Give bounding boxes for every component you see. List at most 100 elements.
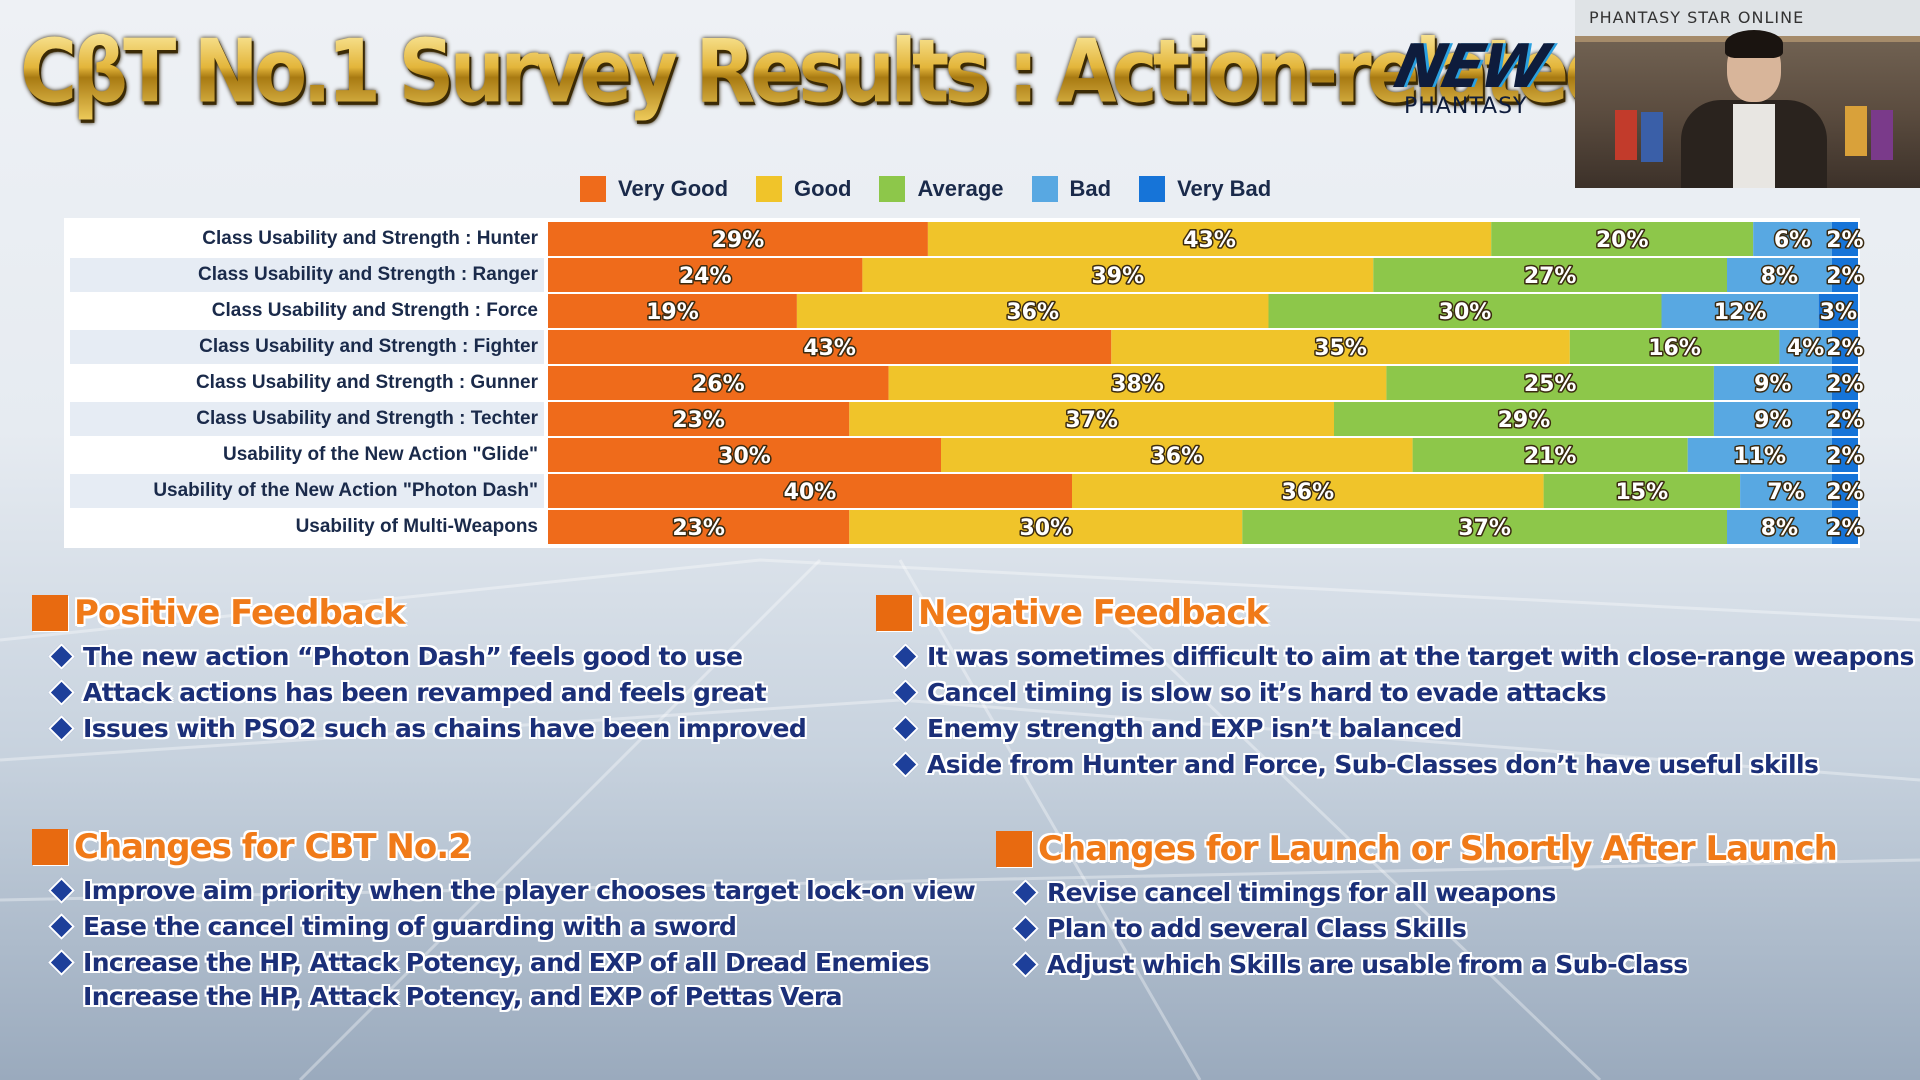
list-item: Ease the cancel timing of guarding with …: [32, 908, 992, 944]
data-label: 30%: [1019, 516, 1072, 541]
diamond-bullet-icon: [48, 642, 75, 670]
bar-segment: [1831, 258, 1858, 292]
data-label: 30%: [718, 444, 771, 469]
orange-square-icon: [32, 595, 68, 631]
legend-swatch: [1031, 176, 1058, 202]
list-item: The new action “Photon Dash” feels good …: [32, 638, 852, 674]
bar-segment: [1072, 474, 1544, 508]
bar-segment: [548, 258, 863, 292]
row-label-background: [70, 330, 544, 364]
data-label: 20%: [1596, 228, 1649, 253]
row-label-background: [70, 402, 544, 436]
diamond-bullet-icon: [892, 750, 919, 778]
bar-segment: [1661, 294, 1819, 328]
page-title: CβT No.1 Survey Results : Action-related: [20, 22, 1620, 123]
bar-segment: [548, 330, 1112, 364]
bar-segment: [1831, 402, 1858, 436]
bullet-text: Improve aim priority when the player cho…: [83, 875, 976, 905]
legend-label: Bad: [1069, 176, 1112, 201]
bar-segment: [1727, 258, 1832, 292]
bar-segment: [1268, 294, 1662, 328]
bar-segment: [1831, 438, 1858, 472]
bar-segment: [1818, 294, 1858, 328]
bar-segment: [548, 474, 1072, 508]
legend-swatch: [1139, 176, 1166, 202]
data-label: 3%: [1820, 300, 1857, 325]
list-item: Issues with PSO2 such as chains have bee…: [32, 710, 852, 746]
data-label: 12%: [1714, 300, 1767, 325]
section-title: Changes for Launch or Shortly After Laun…: [1038, 829, 1838, 869]
diamond-bullet-icon: [1012, 950, 1039, 978]
data-label: 38%: [1111, 372, 1164, 397]
bullet-text: Ease the cancel timing of guarding with …: [83, 911, 737, 941]
section-title: Negative Feedback: [918, 593, 1268, 633]
bullet-text: It was sometimes difficult to aim at the…: [927, 641, 1914, 671]
bullet-text: Revise cancel timings for all weapons: [1047, 877, 1556, 907]
list-item: Plan to add several Class Skills: [996, 910, 1916, 946]
list-item: It was sometimes difficult to aim at the…: [876, 638, 1916, 674]
data-label: 36%: [1150, 444, 1203, 469]
diamond-bullet-icon: [1012, 878, 1039, 906]
bar-segment: [1713, 402, 1832, 436]
bullet-text: Cancel timing is slow so it’s hard to ev…: [927, 677, 1607, 707]
bar-segment: [1753, 222, 1832, 256]
bar-segment: [1386, 366, 1714, 400]
positive-feedback-section: Positive Feedback The new action “Photon…: [32, 592, 852, 746]
bar-segment: [548, 294, 797, 328]
bar-segment: [1740, 474, 1832, 508]
row-label-background: [70, 474, 544, 508]
data-label: 16%: [1648, 336, 1701, 361]
bar-segment: [1779, 330, 1832, 364]
bar-segment: [1412, 438, 1688, 472]
negative-feedback-section: Negative Feedback It was sometimes diffi…: [876, 592, 1916, 782]
legend-item-very-good: Very Good: [580, 176, 728, 202]
diamond-bullet-icon: [48, 876, 75, 904]
bar-segment: [1334, 402, 1714, 436]
legend-item-very-bad: Very Bad: [1139, 176, 1271, 202]
bullet-list: It was sometimes difficult to aim at the…: [876, 638, 1916, 782]
list-item: Attack actions has been revamped and fee…: [32, 674, 852, 710]
section-header: Negative Feedback: [876, 592, 1916, 634]
legend-label: Average: [917, 176, 1004, 201]
section-header: Changes for CBT No.2: [32, 826, 992, 868]
bar-segment: [1831, 474, 1858, 508]
data-label: 26%: [692, 372, 745, 397]
data-label: 37%: [1458, 516, 1511, 541]
data-label: 2%: [1826, 408, 1863, 433]
data-label: 2%: [1826, 336, 1863, 361]
row-label-background: [70, 258, 544, 292]
data-label: 15%: [1616, 480, 1669, 505]
legend-label: Very Bad: [1177, 176, 1272, 201]
data-label: 27%: [1524, 264, 1577, 289]
data-label: 36%: [1281, 480, 1334, 505]
category-label: Class Usability and Strength : Force: [211, 300, 538, 321]
category-label: Class Usability and Strength : Ranger: [198, 264, 538, 285]
bullet-text: Aside from Hunter and Force, Sub-Classes…: [927, 749, 1819, 779]
bar-segment: [1111, 330, 1570, 364]
bar-segment: [1242, 510, 1727, 544]
legend-item-good: Good: [756, 176, 851, 202]
data-label: 19%: [646, 300, 699, 325]
shelf-book: [1641, 112, 1663, 162]
data-label: 8%: [1761, 516, 1798, 541]
list-item: Aside from Hunter and Force, Sub-Classes…: [876, 746, 1916, 782]
bar-segment: [1713, 366, 1832, 400]
diamond-bullet-icon: [892, 642, 919, 670]
presenter-webcam: PHANTASY STAR ONLINE: [1575, 0, 1920, 188]
bar-segment: [1569, 330, 1780, 364]
bar-segment: [888, 366, 1387, 400]
data-label: 35%: [1314, 336, 1367, 361]
list-item: Increase the HP, Attack Potency, and EXP…: [32, 944, 992, 980]
launch-changes-section: Changes for Launch or Shortly After Laun…: [996, 828, 1916, 982]
bar-segment: [548, 438, 941, 472]
list-item: Improve aim priority when the player cho…: [32, 872, 992, 908]
bullet-text: The new action “Photon Dash” feels good …: [83, 641, 743, 671]
data-label: 25%: [1524, 372, 1577, 397]
bullet-text: Plan to add several Class Skills: [1047, 913, 1467, 943]
diamond-bullet-icon: [892, 714, 919, 742]
bullet-text: Attack actions has been revamped and fee…: [83, 677, 767, 707]
bar-segment: [1831, 330, 1858, 364]
bullet-text: Adjust which Skills are usable from a Su…: [1047, 949, 1688, 979]
legend-item-average: Average: [879, 176, 1004, 202]
